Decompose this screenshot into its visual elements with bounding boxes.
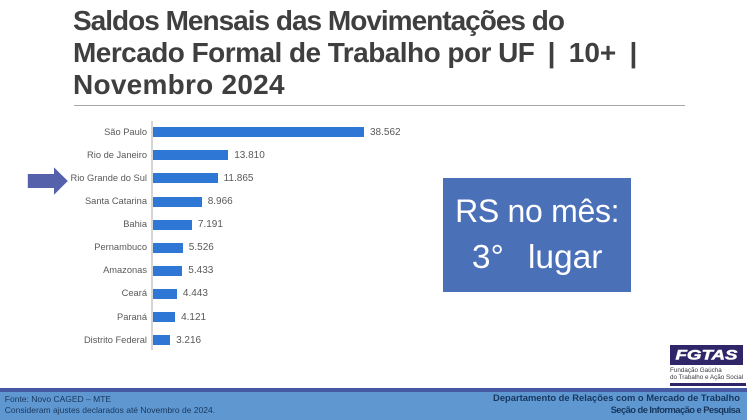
svg-text:FGTAS: FGTAS bbox=[675, 348, 737, 363]
